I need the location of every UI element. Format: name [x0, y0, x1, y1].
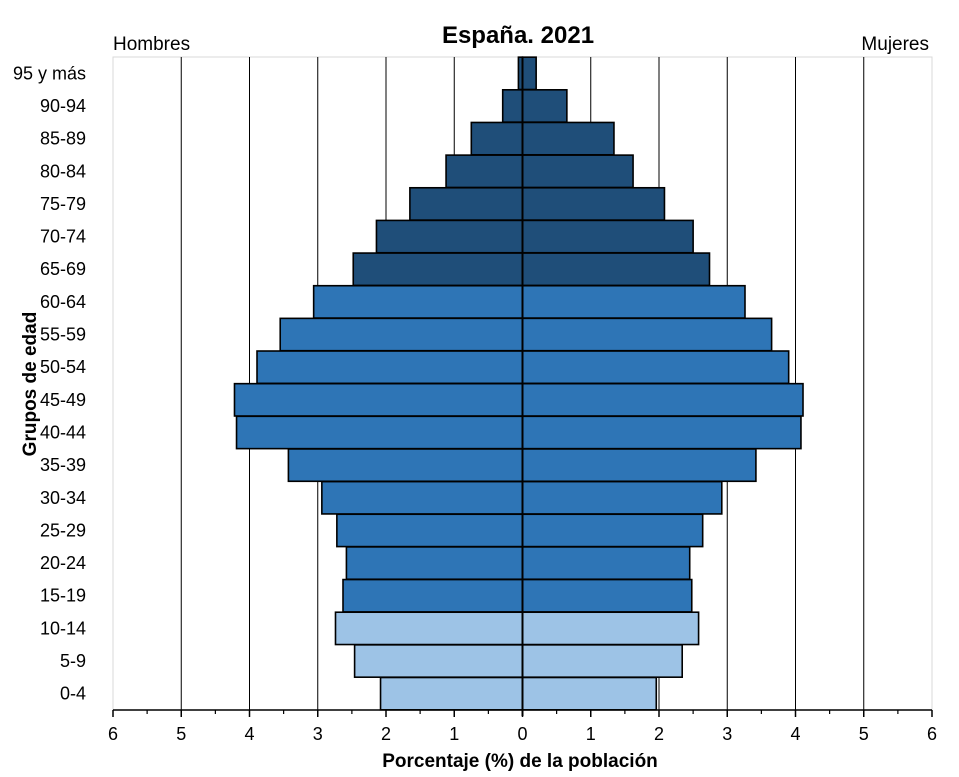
- y-tick-label-10-14: 10-14: [40, 618, 86, 638]
- bar-hombres-70-74: [375, 219, 524, 254]
- y-tick-label-40-44: 40-44: [40, 422, 86, 442]
- bar-hombres-45-49: [233, 382, 524, 417]
- x-tick-label-8: 2: [654, 724, 664, 744]
- x-tick-label-10: 4: [790, 724, 800, 744]
- x-tick-label-2: 4: [244, 724, 254, 744]
- bar-mujeres-50-54: [521, 350, 790, 385]
- y-tick-label-75-79: 75-79: [40, 194, 86, 214]
- x-tick-label-3: 3: [313, 724, 323, 744]
- y-tick-label-5-9: 5-9: [60, 651, 86, 671]
- bar-hombres-40-44: [235, 415, 524, 450]
- bar-hombres-20-24: [345, 546, 524, 581]
- left-side-label: Hombres: [113, 34, 190, 55]
- bar-mujeres-10-14: [521, 611, 700, 646]
- bar-hombres-90-94: [501, 89, 524, 123]
- y-tick-label-70-74: 70-74: [40, 227, 86, 247]
- bar-hombres-35-39: [287, 448, 524, 483]
- bar-hombres-50-54: [256, 350, 524, 385]
- x-tick-label-5: 1: [449, 724, 459, 744]
- y-tick-label-45-49: 45-49: [40, 390, 86, 410]
- x-tick-label-6: 0: [517, 724, 527, 744]
- bar-mujeres-20-24: [521, 546, 691, 581]
- bar-mujeres-70-74: [521, 219, 694, 254]
- bar-mujeres-15-19: [521, 578, 693, 613]
- bar-mujeres-30-34: [521, 480, 723, 515]
- bar-hombres-25-29: [336, 513, 524, 548]
- bar-hombres-15-19: [342, 578, 524, 613]
- y-tick-label-85-89: 85-89: [40, 129, 86, 149]
- right-side-label: Mujeres: [861, 34, 929, 55]
- y-tick-label-20-24: 20-24: [40, 553, 86, 573]
- bar-mujeres-5-9: [521, 644, 684, 678]
- x-tick-label-7: 1: [586, 724, 596, 744]
- bar-hombres-80-84: [445, 154, 524, 189]
- bar-mujeres-0-4: [521, 676, 658, 711]
- y-tick-label-95-y-más: 95 y más: [13, 63, 86, 83]
- bar-mujeres-45-49: [521, 382, 804, 417]
- axis-layer: 0-4 5-9 10-14 15-19 20-24 25-29 30-34 35-39 40-4…: [13, 57, 937, 744]
- x-tick-label-1: 5: [176, 724, 186, 744]
- bar-mujeres-25-29: [521, 513, 704, 548]
- y-tick-label-55-59: 55-59: [40, 325, 86, 345]
- bar-hombres-85-89: [470, 121, 524, 156]
- x-tick-label-4: 2: [381, 724, 391, 744]
- y-tick-label-60-64: 60-64: [40, 292, 86, 312]
- y-tick-label-25-29: 25-29: [40, 520, 86, 540]
- y-tick-label-90-94: 90-94: [40, 96, 86, 116]
- y-tick-label-80-84: 80-84: [40, 161, 86, 181]
- bar-mujeres-40-44: [521, 415, 802, 450]
- y-axis-label: Grupos de edad: [20, 312, 41, 457]
- y-tick-label-65-69: 65-69: [40, 259, 86, 279]
- bar-hombres-0-4: [379, 676, 524, 711]
- bar-hombres-60-64: [312, 284, 524, 319]
- x-tick-label-0: 6: [108, 724, 118, 744]
- bar-mujeres-60-64: [521, 284, 746, 319]
- bar-hombres-65-69: [352, 252, 524, 287]
- y-tick-label-35-39: 35-39: [40, 455, 86, 475]
- y-tick-label-50-54: 50-54: [40, 357, 86, 377]
- bar-hombres-30-34: [321, 480, 524, 515]
- x-tick-label-9: 3: [722, 724, 732, 744]
- x-tick-label-12: 6: [927, 724, 937, 744]
- bar-hombres-75-79: [409, 186, 524, 221]
- bar-mujeres-35-39: [521, 448, 757, 483]
- y-tick-label-30-34: 30-34: [40, 488, 86, 508]
- bar-mujeres-80-84: [521, 154, 634, 189]
- x-axis-label: Porcentaje (%) de la población: [382, 751, 658, 772]
- bar-mujeres-95-y-más: [521, 56, 537, 91]
- bar-mujeres-85-89: [521, 121, 615, 156]
- y-tick-label-15-19: 15-19: [40, 586, 86, 606]
- chart-title: España. 2021: [442, 22, 594, 49]
- y-tick-label-0-4: 0-4: [60, 684, 86, 704]
- bar-mujeres-55-59: [521, 317, 773, 352]
- bar-mujeres-75-79: [521, 186, 666, 221]
- bar-hombres-55-59: [279, 317, 524, 352]
- bar-hombres-5-9: [353, 644, 524, 678]
- bar-mujeres-90-94: [521, 89, 568, 123]
- bar-hombres-10-14: [334, 611, 524, 646]
- bar-layer: [233, 56, 804, 711]
- bar-mujeres-65-69: [521, 252, 711, 287]
- x-tick-label-11: 5: [859, 724, 869, 744]
